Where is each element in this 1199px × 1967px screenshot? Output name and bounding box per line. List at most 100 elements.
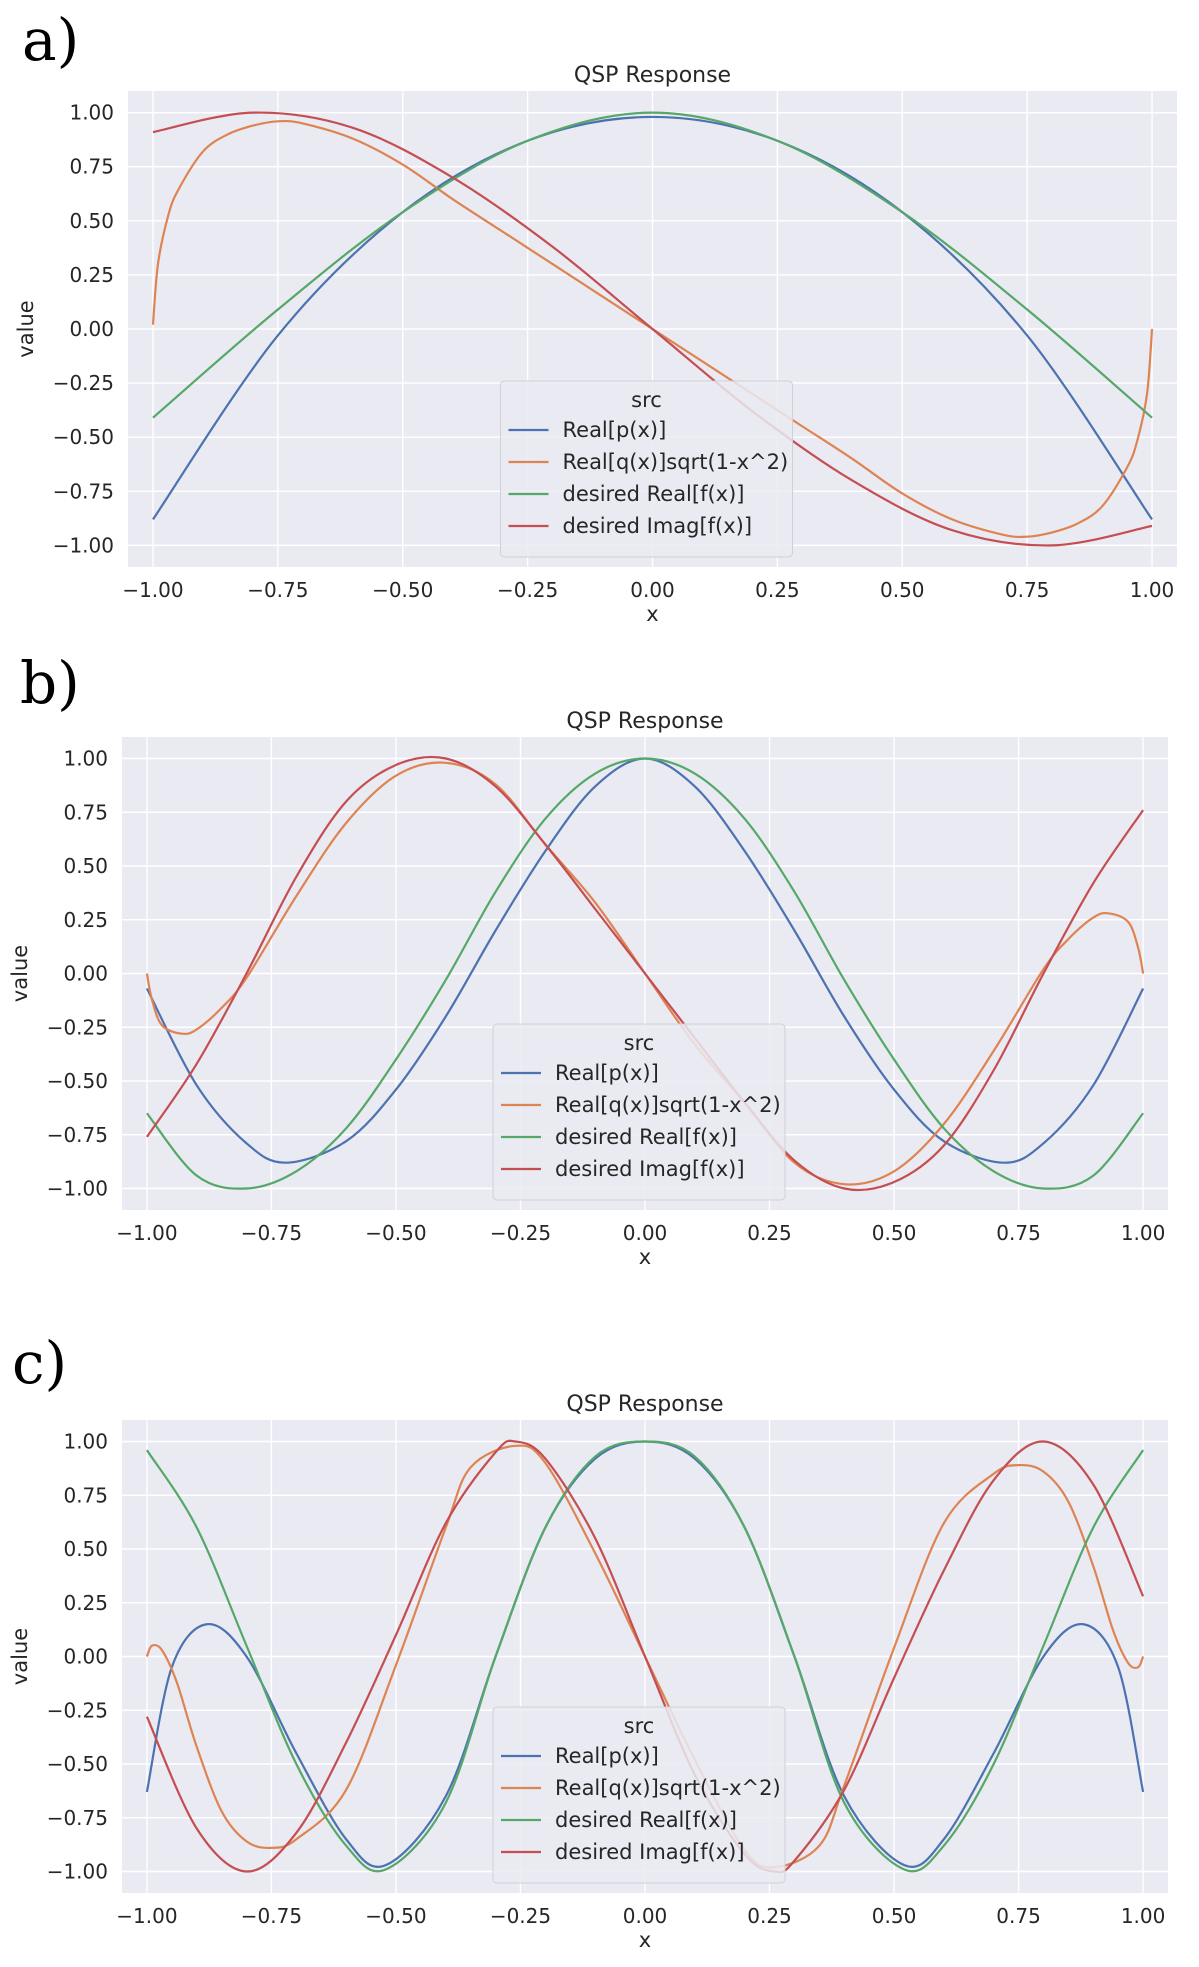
x-tick-label: −0.50: [372, 578, 433, 602]
x-tick-label: −0.75: [241, 1221, 302, 1245]
legend-entry: Real[p(x)]: [555, 1744, 659, 1768]
x-tick-label: 0.00: [630, 578, 675, 602]
x-tick-label: −1.00: [116, 1904, 177, 1928]
x-tick-label: 0.25: [747, 1221, 792, 1245]
y-tick-label: 1.00: [63, 747, 108, 771]
y-tick-label: −1.00: [47, 1177, 108, 1201]
y-tick-label: −0.25: [47, 1015, 108, 1039]
chart-panel-b: b) −1.00 −1.00 −0.75 −0.75 −0.50 −0.50 −0.25 −0.…: [8, 649, 1168, 1269]
y-axis-label: value: [8, 945, 32, 1002]
x-tick-label: −0.75: [241, 1904, 302, 1928]
legend-entry: Real[p(x)]: [555, 1061, 659, 1085]
x-tick-label: 0.75: [996, 1904, 1041, 1928]
x-tick-label: −0.75: [247, 578, 308, 602]
y-tick-label: 0.00: [63, 962, 108, 986]
y-tick-label: 0.50: [63, 1537, 108, 1561]
legend-entry: desired Real[f(x)]: [563, 482, 745, 506]
y-tick-label: −0.75: [47, 1123, 108, 1147]
y-tick-label: 0.75: [63, 1483, 108, 1507]
series-group: [145, 755, 1145, 1192]
y-tick-label: −0.75: [47, 1806, 108, 1830]
y-tick-label: −0.75: [53, 479, 114, 503]
y-tick-label: −0.50: [47, 1752, 108, 1776]
y-tick-label: 0.25: [63, 908, 108, 932]
x-tick-label: 0.50: [872, 1221, 917, 1245]
legend-entry: desired Imag[f(x)]: [555, 1157, 745, 1181]
y-tick-label: −0.50: [53, 425, 114, 449]
x-tick-label: 0.00: [623, 1904, 668, 1928]
x-tick-label: 0.50: [872, 1904, 917, 1928]
y-tick-label: −0.25: [47, 1698, 108, 1722]
panel-label: c): [12, 1329, 67, 1397]
x-tick-label: −0.25: [490, 1221, 551, 1245]
chart-panel-a: a) −1.00 −1.00 −0.75 −0.75 −0.50 −0.50 −0.25 −0.…: [14, 6, 1177, 626]
legend-box: [492, 1706, 786, 1884]
legend-title: src: [631, 388, 662, 412]
y-tick-label: 0.75: [63, 800, 108, 824]
x-axis-label: x: [646, 602, 658, 626]
chart-title: QSP Response: [566, 1392, 723, 1417]
x-tick-label: −1.00: [116, 1221, 177, 1245]
legend-entry: desired Real[f(x)]: [555, 1808, 737, 1832]
x-tick-label: 0.75: [1005, 578, 1050, 602]
x-tick-label: 0.25: [747, 1904, 792, 1928]
y-tick-label: 0.00: [63, 1645, 108, 1669]
x-tick-label: −0.50: [365, 1221, 426, 1245]
series-group: [145, 1439, 1145, 1874]
x-tick-label: 1.00: [1121, 1904, 1166, 1928]
y-tick-label: 0.25: [63, 1591, 108, 1615]
x-axis-label: x: [639, 1245, 651, 1269]
legend-box: [500, 380, 793, 558]
x-tick-label: −0.25: [490, 1904, 551, 1928]
series-line-3: [152, 111, 1153, 419]
y-tick-label: 0.25: [69, 263, 114, 287]
legend-entry: desired Real[f(x)]: [555, 1125, 737, 1149]
y-tick-label: −0.25: [53, 371, 114, 395]
chart-title: QSP Response: [574, 63, 731, 88]
series-group: [151, 111, 1154, 547]
legend-entry: Real[p(x)]: [563, 418, 667, 442]
x-tick-label: −0.50: [365, 1904, 426, 1928]
y-tick-label: 0.75: [69, 155, 114, 179]
legend-title: src: [624, 1714, 655, 1738]
series-line-3: [145, 1440, 1145, 1873]
legend-box: [492, 1023, 786, 1201]
y-tick-label: −0.50: [47, 1069, 108, 1093]
series-line-4: [145, 755, 1145, 1192]
chart-title: QSP Response: [566, 709, 723, 734]
legend-entry: Real[q(x)]sqrt(1-x^2): [555, 1093, 781, 1117]
x-tick-label: −0.25: [497, 578, 558, 602]
y-tick-label: 0.00: [69, 317, 114, 341]
y-tick-label: −1.00: [53, 533, 114, 557]
x-tick-label: −1.00: [122, 578, 183, 602]
legend-entry: Real[q(x)]sqrt(1-x^2): [563, 450, 789, 474]
series-line-4: [145, 1439, 1145, 1874]
chart-panel-c: c) −1.00 −1.00 −0.75 −0.75 −0.50 −0.50 −0.25 −0.…: [8, 1329, 1168, 1952]
y-tick-label: 0.50: [69, 209, 114, 233]
legend-title: src: [624, 1031, 655, 1055]
y-axis-label: value: [14, 300, 38, 357]
legend: src Real[p(x)] Real[q(x)]sqrt(1-x^2) desire…: [492, 1023, 786, 1201]
series-line-1: [152, 115, 1153, 521]
panel-label: a): [22, 6, 79, 74]
x-tick-label: 0.75: [996, 1221, 1041, 1245]
legend-entry: Real[q(x)]sqrt(1-x^2): [555, 1776, 781, 1800]
x-tick-label: 0.25: [755, 578, 800, 602]
y-tick-label: 1.00: [69, 101, 114, 125]
y-tick-label: 1.00: [63, 1430, 108, 1454]
series-line-3: [146, 757, 1144, 1190]
legend: src Real[p(x)] Real[q(x)]sqrt(1-x^2) desire…: [500, 380, 793, 558]
y-tick-label: −1.00: [47, 1860, 108, 1884]
y-axis-label: value: [8, 1628, 32, 1685]
x-tick-label: 1.00: [1130, 578, 1175, 602]
legend: src Real[p(x)] Real[q(x)]sqrt(1-x^2) desire…: [492, 1706, 786, 1884]
legend-entry: desired Imag[f(x)]: [563, 514, 753, 538]
legend-entry: desired Imag[f(x)]: [555, 1840, 745, 1864]
x-tick-label: 0.00: [623, 1221, 668, 1245]
x-axis-label: x: [639, 1928, 651, 1952]
x-tick-label: 0.50: [880, 578, 925, 602]
y-tick-label: 0.50: [63, 854, 108, 878]
x-tick-label: 1.00: [1121, 1221, 1166, 1245]
panel-label: b): [20, 649, 80, 717]
